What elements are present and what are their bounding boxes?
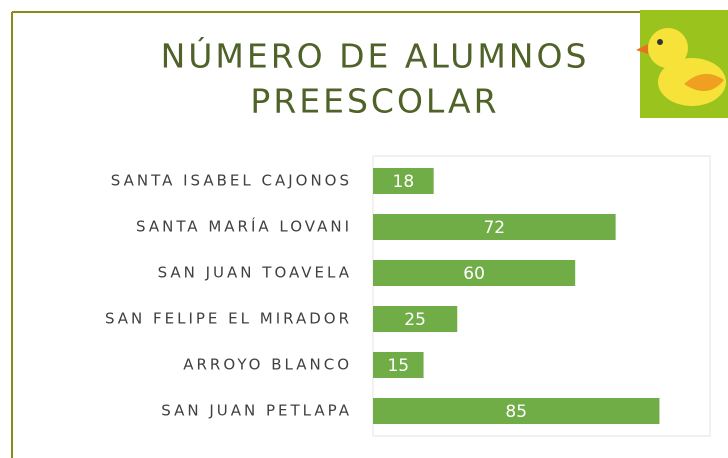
data-label: 85	[505, 402, 527, 422]
chart-title: NÚMERO DE ALUMNOS	[161, 36, 590, 76]
y-tick-label: SANTA ISABEL CAJONOS	[111, 172, 352, 190]
y-tick-label: SAN JUAN TOAVELA	[158, 264, 352, 282]
y-tick-label: SAN JUAN PETLAPA	[161, 402, 352, 420]
data-label: 18	[393, 172, 415, 192]
data-label: 72	[483, 218, 505, 238]
chart-title: PREESCOLAR	[250, 82, 499, 121]
data-label: 60	[463, 264, 485, 284]
duck-icon	[636, 10, 728, 118]
plot-area	[373, 156, 710, 436]
page: NÚMERO DE ALUMNOS PREESCOLAR SANTA ISABE…	[0, 0, 728, 458]
y-tick-label: ARROYO BLANCO	[183, 356, 352, 374]
chart: NÚMERO DE ALUMNOS PREESCOLAR SANTA ISABE…	[0, 0, 728, 458]
y-tick-label: SAN FELIPE EL MIRADOR	[105, 310, 352, 328]
y-tick-label: SANTA MARÍA LOVANI	[136, 217, 352, 236]
data-label: 25	[404, 310, 426, 330]
data-label: 15	[387, 356, 409, 376]
